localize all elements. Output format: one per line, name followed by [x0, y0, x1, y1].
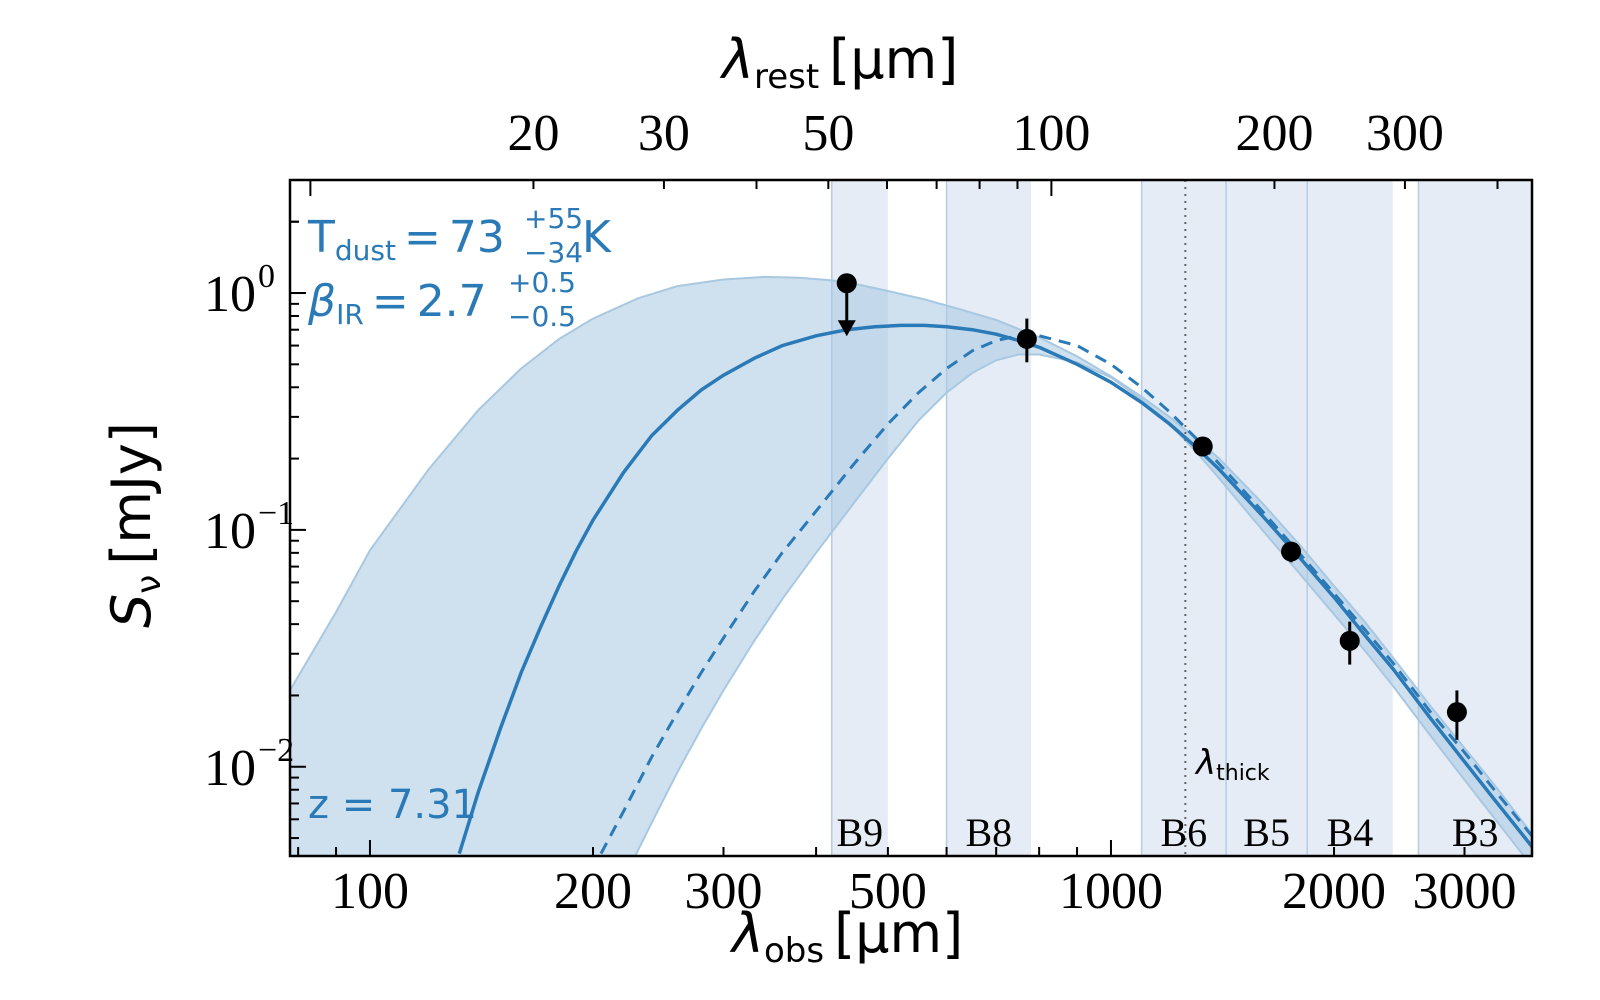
x-tick-label: 200	[554, 863, 632, 920]
plot-frame	[288, 178, 1534, 858]
band-label-B6: B6	[1161, 810, 1208, 855]
y-tick-label: 10	[204, 266, 256, 323]
x-axis-unit: [μm]	[834, 902, 963, 965]
band-labels: B9 B8 B6 B5 B4 B3	[836, 810, 1498, 855]
beta-sub: IR	[336, 298, 364, 331]
tdust-unit: K	[582, 212, 612, 263]
data-point-2	[1192, 436, 1213, 457]
upper-limit-arrow-head	[837, 320, 856, 337]
band-label-B5: B5	[1243, 810, 1290, 855]
data-points	[836, 273, 1467, 740]
x-axis-symbol: λ	[729, 902, 764, 965]
top-x-tick-label: 200	[1235, 105, 1313, 162]
band-B3	[1418, 180, 1532, 856]
band-B6	[1141, 180, 1227, 856]
y-tick-label: 10	[204, 503, 256, 560]
redshift-annotation: z = 7.31	[308, 782, 477, 828]
model-curve-solid	[457, 323, 1532, 855]
y-axis-title: Sν [mJy]	[100, 422, 169, 628]
x-tick-label: 100	[331, 863, 409, 920]
x-tick-label: 1000	[1059, 863, 1163, 920]
data-point-0	[836, 273, 857, 294]
band-label-B9: B9	[836, 810, 883, 855]
band-B4	[1307, 180, 1393, 856]
tdust-sup: +55	[524, 202, 583, 235]
tdust-value: 73	[449, 212, 505, 263]
top-x-tick-label: 30	[638, 105, 690, 162]
lambda-thick-symbol: λ	[1194, 743, 1216, 783]
lambda-thick-label: λthick	[1194, 743, 1270, 786]
x-tick-label: 500	[849, 863, 927, 920]
model-uncertainty-envelope	[290, 275, 1532, 856]
top-x-tick-label: 20	[507, 105, 559, 162]
beta-value: 2.7	[417, 276, 487, 327]
top-x-tick-label: 50	[802, 105, 854, 162]
data-point-3	[1281, 541, 1302, 562]
band-label-B3: B3	[1452, 810, 1499, 855]
x-tick-label: 2000	[1282, 863, 1386, 920]
y-tick-label: 10	[204, 740, 256, 797]
top-x-axis-title: λrest [μm]	[719, 28, 958, 97]
tdust-sub: dust	[335, 234, 396, 267]
lambda-thick-sub: thick	[1216, 761, 1270, 786]
y-axis-sub: ν	[129, 575, 169, 594]
y-tick-exponent: −2	[258, 732, 294, 769]
tdust-eq: =	[404, 212, 441, 263]
top-x-axis-unit: [μm]	[829, 28, 958, 91]
y-tick-exponent: 0	[258, 258, 275, 295]
y-axis-unit: [mJy]	[100, 422, 163, 565]
data-point-4	[1339, 630, 1360, 651]
tdust-prefix: T	[307, 212, 335, 263]
x-tick-label: 3000	[1413, 863, 1517, 920]
data-point-5	[1446, 702, 1467, 723]
beta-annotation: βIR = 2.7	[307, 276, 487, 331]
y-tick-exponent: −1	[258, 495, 294, 532]
band-B8	[946, 180, 1032, 856]
beta-sup: +0.5	[508, 266, 576, 299]
band-label-B8: B8	[965, 810, 1012, 855]
data-point-1	[1016, 328, 1037, 349]
top-x-tick-label: 300	[1366, 105, 1444, 162]
top-x-tick-label: 100	[1012, 105, 1090, 162]
x-axis-title: λobs [μm]	[729, 902, 963, 971]
beta-eq: =	[372, 276, 409, 327]
beta-prefix: β	[307, 276, 336, 327]
tdust-low: −34	[524, 236, 583, 269]
beta-low: −0.5	[508, 300, 576, 333]
y-axis-symbol: S	[100, 594, 163, 628]
tdust-annotation: Tdust = 73	[307, 212, 505, 267]
alma-bands	[831, 180, 1532, 856]
top-x-axis-symbol: λ	[719, 28, 754, 91]
x-axis-sub: obs	[764, 931, 824, 971]
top-x-axis-sub: rest	[754, 57, 819, 97]
x-tick-label: 300	[685, 863, 763, 920]
